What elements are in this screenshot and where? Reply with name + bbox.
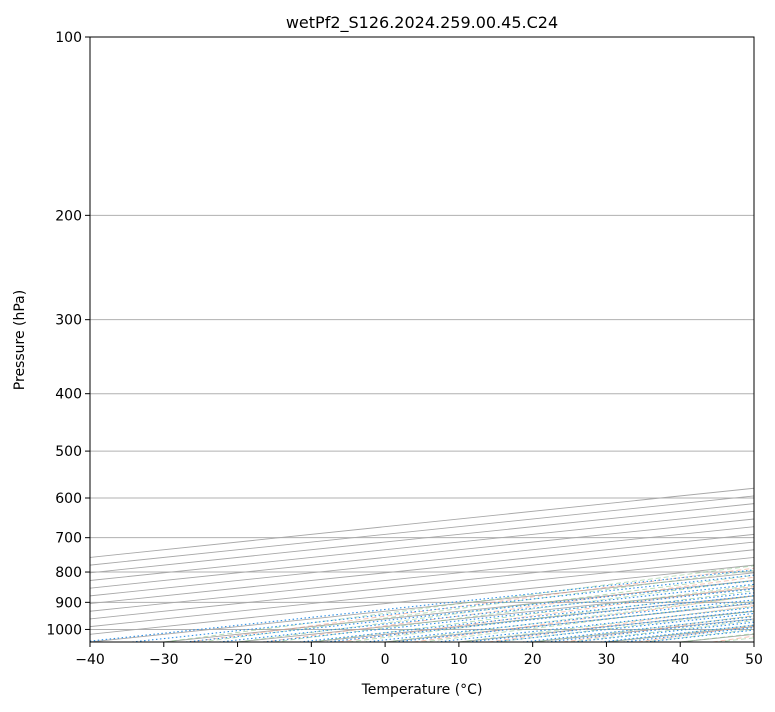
y-tick-label: 200 — [55, 208, 82, 224]
y-tick-label: 600 — [55, 491, 82, 507]
y-tick-label: 500 — [55, 444, 82, 460]
x-tick-label: 20 — [524, 652, 542, 668]
y-tick-label: 100 — [55, 30, 82, 46]
x-tick-label: −40 — [75, 652, 105, 668]
x-tick-label: −10 — [297, 652, 327, 668]
y-tick-label: 700 — [55, 531, 82, 547]
y-axis-label: Pressure (hPa) — [12, 290, 28, 390]
x-tick-label: −20 — [223, 652, 253, 668]
y-tick-label: 900 — [55, 595, 82, 611]
x-axis-label: Temperature (°C) — [361, 682, 483, 698]
x-tick-label: 50 — [745, 652, 763, 668]
x-tick-label: 40 — [671, 652, 689, 668]
x-tick-label: −30 — [149, 652, 179, 668]
y-tick-label: 400 — [55, 387, 82, 403]
x-tick-label: 30 — [597, 652, 615, 668]
x-tick-label: 0 — [381, 652, 390, 668]
chart-title: wetPf2_S126.2024.259.00.45.C24 — [286, 13, 558, 33]
y-tick-label: 300 — [55, 313, 82, 329]
x-tick-label: 10 — [450, 652, 468, 668]
y-tick-label: 1000 — [46, 622, 82, 638]
y-tick-label: 800 — [55, 565, 82, 581]
